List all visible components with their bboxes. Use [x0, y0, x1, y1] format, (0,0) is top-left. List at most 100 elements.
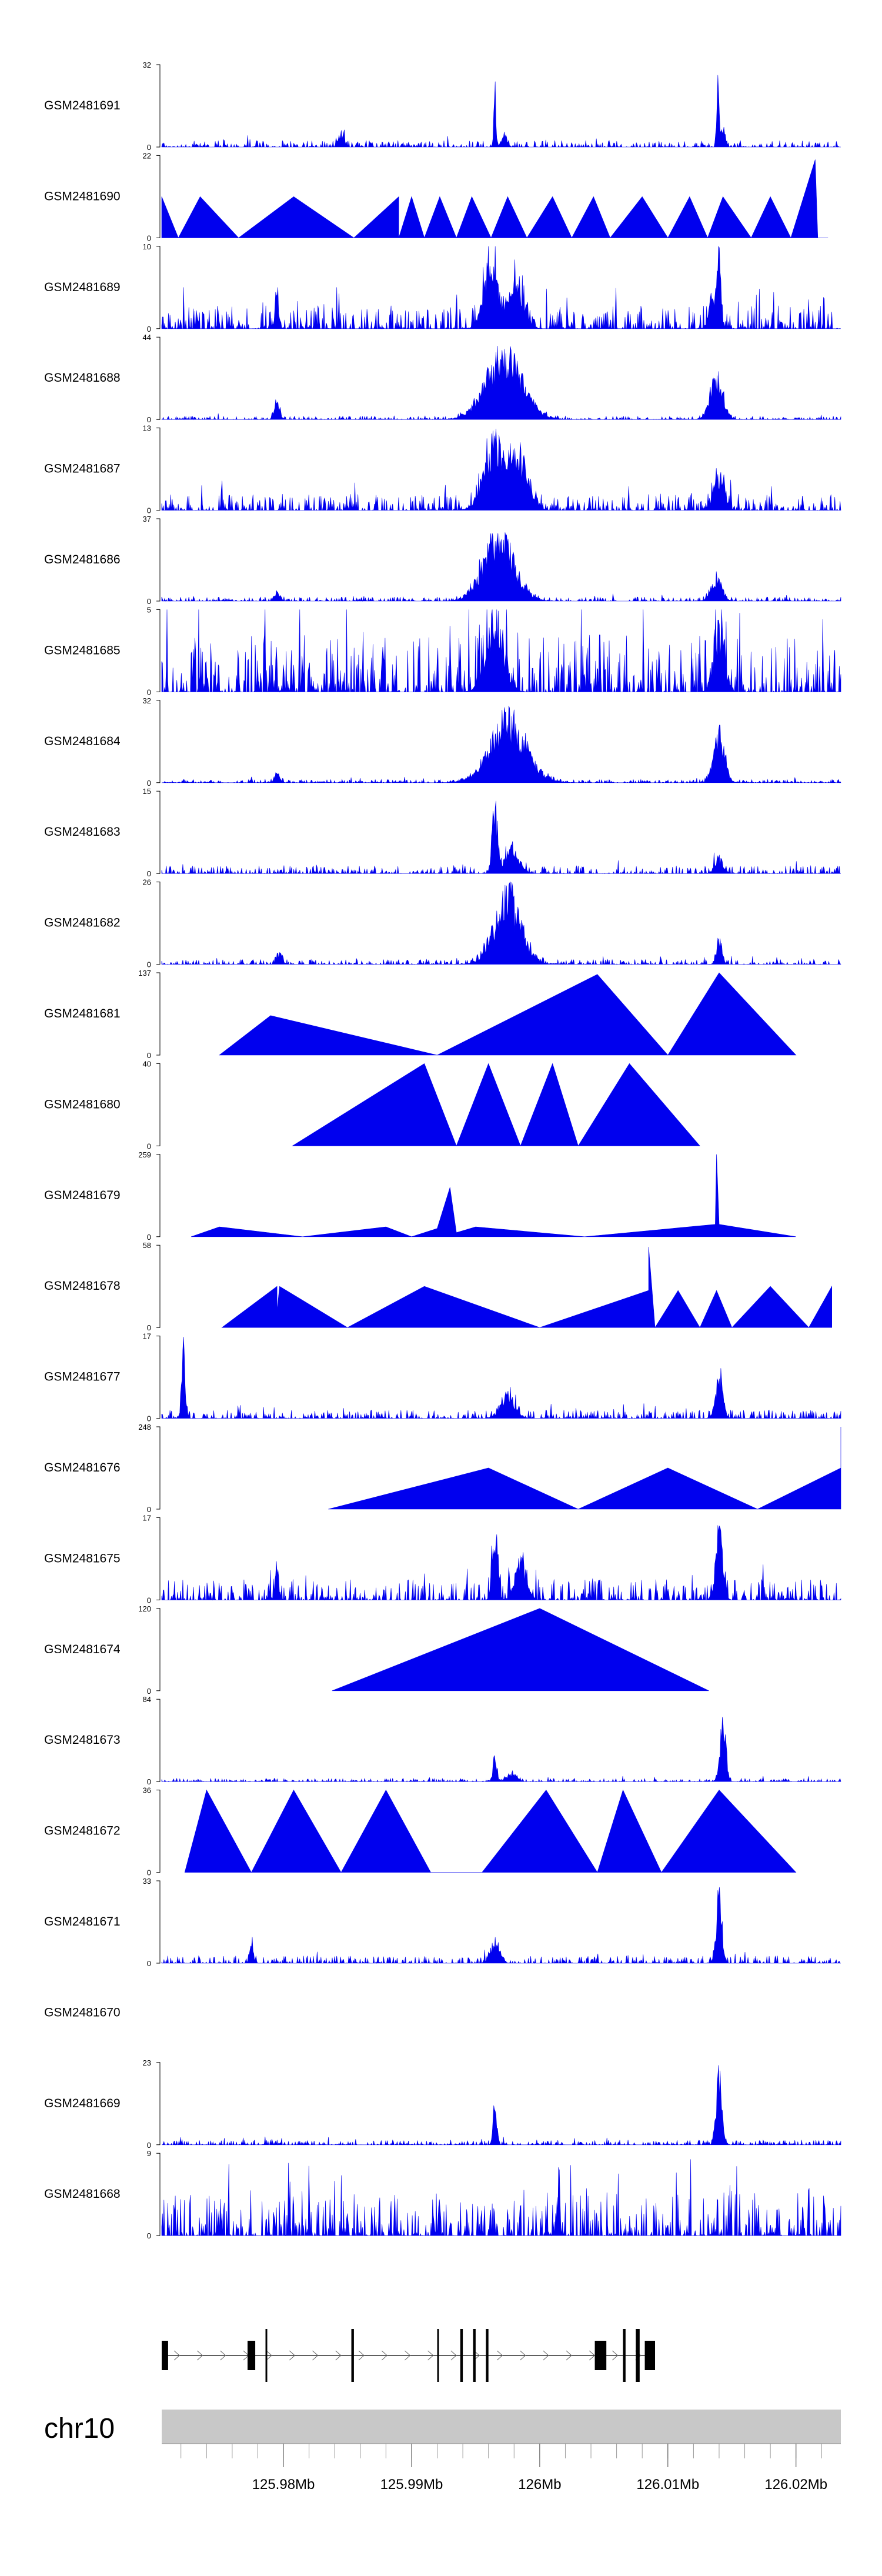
track-GSM2481673: GSM2481673 84 0 — [44, 1695, 841, 1786]
track-GSM2481670: GSM2481670 — [44, 2006, 121, 2019]
y-axis-line — [156, 1244, 161, 1328]
track-label: GSM2481676 — [44, 1461, 121, 1474]
signal-area-GSM2481681 — [219, 972, 797, 1056]
strand-arrow — [381, 2350, 387, 2361]
chromosome-ideogram-bar — [162, 2410, 841, 2444]
track-label: GSM2481681 — [44, 1007, 121, 1020]
y-axis-min: 0 — [147, 415, 151, 424]
y-axis-line — [156, 1517, 161, 1600]
track-GSM2481672: GSM2481672 36 0 — [44, 1786, 797, 1877]
strand-arrow — [496, 2350, 503, 2361]
track-GSM2481690: GSM2481690 22 0 — [44, 151, 828, 242]
gene-model-track — [162, 2329, 656, 2382]
signal-area-GSM2481676 — [328, 1427, 841, 1510]
track-label: GSM2481686 — [44, 553, 121, 566]
track-label: GSM2481683 — [44, 825, 121, 839]
exon — [594, 2341, 607, 2370]
y-axis-line — [156, 518, 161, 602]
y-axis-min: 0 — [147, 960, 151, 969]
signal-area-GSM2481677 — [161, 1337, 841, 1419]
strand-arrow — [612, 2350, 619, 2361]
signal-area-GSM2481671 — [161, 1887, 841, 1964]
chromosome-label: chr10 — [44, 2413, 115, 2444]
y-axis-min: 0 — [147, 1596, 151, 1604]
signal-area-GSM2481668 — [161, 2159, 841, 2237]
y-axis-max: 10 — [143, 242, 151, 251]
y-axis-line — [156, 1336, 161, 1419]
x-tick-label: 125.99Mb — [380, 2477, 443, 2492]
strand-arrow — [312, 2350, 319, 2361]
y-axis-max: 15 — [143, 787, 151, 796]
exon — [473, 2329, 476, 2382]
signal-area-GSM2481691 — [161, 75, 841, 148]
signal-area-GSM2481690 — [161, 159, 828, 239]
y-axis-min: 0 — [147, 1051, 151, 1060]
exon — [162, 2341, 168, 2370]
y-axis-line — [156, 972, 161, 1056]
x-tick-label: 126.02Mb — [764, 2477, 827, 2492]
x-tick-label: 126Mb — [518, 2477, 561, 2492]
y-axis-min: 0 — [147, 325, 151, 333]
exon — [265, 2329, 268, 2382]
track-GSM2481676: GSM2481676 248 0 — [44, 1423, 841, 1514]
y-axis-max: 58 — [143, 1241, 151, 1250]
track-GSM2481688: GSM2481688 44 0 — [44, 333, 841, 424]
track-label: GSM2481677 — [44, 1370, 121, 1384]
y-axis-line — [156, 1699, 161, 1782]
track-label: GSM2481684 — [44, 735, 121, 748]
track-GSM2481685: GSM2481685 5 0 — [44, 605, 841, 696]
y-axis-max: 32 — [143, 61, 151, 69]
strand-arrow — [266, 2350, 272, 2361]
track-label: GSM2481673 — [44, 1733, 121, 1747]
genome-axis-track: chr10 125.98Mb 125.99Mb 126Mb 126.01Mb 126.02… — [44, 2410, 841, 2492]
exon — [486, 2329, 489, 2382]
signal-area-GSM2481674 — [332, 1608, 709, 1691]
y-axis-max: 37 — [143, 515, 151, 523]
track-label: GSM2481678 — [44, 1279, 121, 1293]
y-axis-line — [156, 882, 161, 965]
y-axis-min: 0 — [147, 143, 151, 152]
track-label: GSM2481688 — [44, 371, 121, 385]
y-axis-line — [156, 246, 161, 329]
signal-area-GSM2481680 — [292, 1063, 700, 1147]
strand-arrow — [589, 2350, 595, 2361]
signal-area-GSM2481686 — [161, 532, 841, 602]
y-axis-min: 0 — [147, 1323, 151, 1332]
y-axis-min: 0 — [147, 1687, 151, 1696]
x-tick-label: 126.01Mb — [636, 2477, 699, 2492]
exon — [644, 2341, 656, 2370]
strand-arrow — [427, 2350, 434, 2361]
y-axis-min: 0 — [147, 2141, 151, 2150]
y-axis-min: 0 — [147, 869, 151, 878]
y-axis-max: 84 — [143, 1695, 151, 1704]
y-axis-max: 5 — [147, 605, 151, 614]
track-GSM2481683: GSM2481683 15 0 — [44, 787, 841, 878]
track-GSM2481674: GSM2481674 120 0 — [44, 1604, 709, 1696]
y-axis-max: 26 — [143, 878, 151, 887]
track-GSM2481669: GSM2481669 23 0 — [44, 2058, 841, 2150]
track-GSM2481677: GSM2481677 17 0 — [44, 1332, 841, 1423]
signal-area-GSM2481679 — [191, 1154, 796, 1237]
signal-tracks: GSM2481691320GSM2481690220GSM2481689100G… — [44, 61, 841, 2240]
y-axis-min: 0 — [147, 597, 151, 606]
y-axis-max: 22 — [143, 151, 151, 160]
strand-arrow — [473, 2350, 480, 2361]
track-GSM2481689: GSM2481689 10 0 — [44, 242, 841, 333]
track-label: GSM2481679 — [44, 1189, 121, 1202]
y-axis-line — [156, 1608, 161, 1691]
exon — [437, 2329, 439, 2382]
signal-area-GSM2481682 — [161, 881, 841, 965]
y-axis-min: 0 — [147, 1414, 151, 1423]
exon — [623, 2329, 626, 2382]
track-label: GSM2481690 — [44, 189, 121, 203]
x-tick-label: 125.98Mb — [252, 2477, 315, 2492]
signal-area-GSM2481678 — [221, 1246, 832, 1329]
y-axis-max: 17 — [143, 1513, 151, 1522]
track-label: GSM2481689 — [44, 281, 121, 294]
y-axis-min: 0 — [147, 1868, 151, 1877]
y-axis-max: 32 — [143, 696, 151, 705]
strand-arrow — [335, 2350, 342, 2361]
signal-area-GSM2481672 — [184, 1789, 797, 1873]
track-GSM2481679: GSM2481679 259 0 — [44, 1150, 796, 1242]
signal-area-GSM2481688 — [161, 346, 841, 421]
